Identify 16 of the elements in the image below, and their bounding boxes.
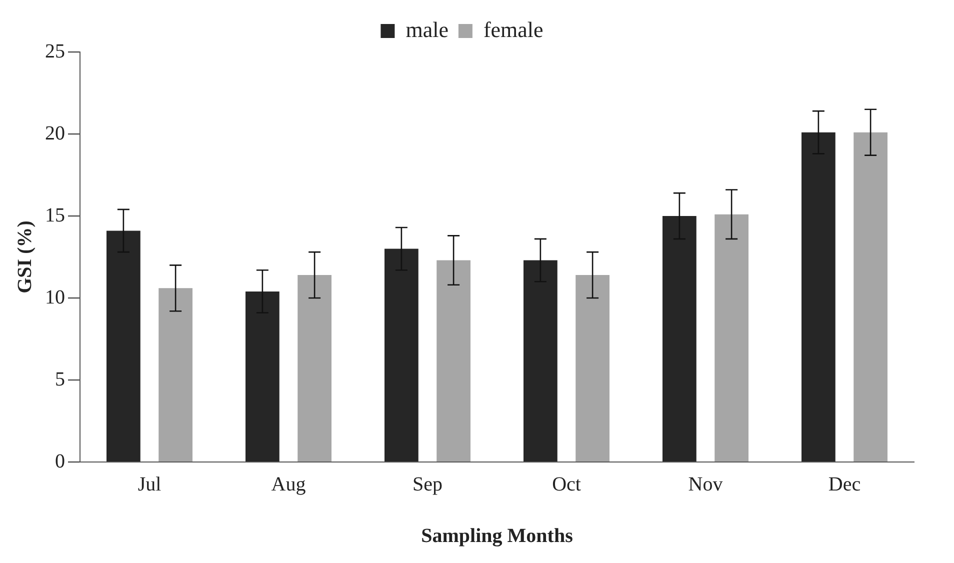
x-tick-label: Sep <box>412 473 442 496</box>
y-tick-label: 15 <box>45 204 65 226</box>
y-tick-label: 5 <box>55 368 65 390</box>
x-tick-label: Jul <box>138 473 162 496</box>
y-tick-label: 0 <box>55 450 65 472</box>
y-tick-label: 10 <box>45 286 65 308</box>
x-tick-label: Nov <box>688 473 723 496</box>
y-axis-title: GSI (%) <box>14 220 36 294</box>
legend-label: male <box>406 16 448 42</box>
legend-label: female <box>483 16 544 42</box>
x-axis-title: Sampling Months <box>421 525 574 548</box>
y-tick-label: 20 <box>45 122 65 144</box>
y-tick-label: 25 <box>45 40 65 62</box>
x-tick-label: Aug <box>271 473 306 496</box>
x-tick-label: Dec <box>828 473 861 496</box>
x-tick-label: Oct <box>552 473 582 496</box>
